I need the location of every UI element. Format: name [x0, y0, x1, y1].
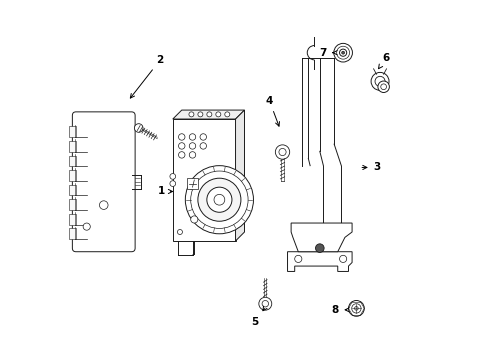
Circle shape	[200, 134, 206, 140]
Circle shape	[178, 143, 184, 149]
Circle shape	[374, 76, 384, 86]
Circle shape	[189, 134, 195, 140]
Polygon shape	[69, 185, 76, 195]
Circle shape	[206, 112, 211, 117]
Circle shape	[189, 152, 195, 158]
Bar	[187, 178, 198, 189]
Circle shape	[377, 81, 388, 93]
Text: 2: 2	[130, 55, 163, 98]
Polygon shape	[290, 223, 351, 252]
Circle shape	[262, 301, 268, 307]
Circle shape	[351, 304, 360, 313]
Circle shape	[294, 255, 301, 262]
Polygon shape	[69, 199, 76, 210]
Text: 5: 5	[251, 306, 266, 327]
Circle shape	[333, 43, 352, 62]
Circle shape	[185, 166, 253, 234]
Polygon shape	[287, 252, 351, 271]
Circle shape	[188, 112, 194, 117]
Circle shape	[380, 84, 386, 90]
Circle shape	[224, 112, 229, 117]
Polygon shape	[69, 141, 76, 152]
Circle shape	[214, 194, 224, 205]
Circle shape	[189, 143, 195, 149]
Circle shape	[354, 307, 357, 310]
Text: 3: 3	[361, 162, 380, 172]
Text: 6: 6	[378, 53, 389, 69]
FancyBboxPatch shape	[72, 112, 135, 252]
Circle shape	[275, 145, 289, 159]
Circle shape	[258, 297, 271, 310]
Text: 7: 7	[318, 48, 337, 58]
Circle shape	[278, 148, 285, 156]
Text: 8: 8	[330, 305, 348, 315]
Circle shape	[177, 229, 182, 234]
Text: 1: 1	[157, 186, 172, 197]
Circle shape	[336, 46, 349, 59]
Text: 4: 4	[265, 96, 279, 126]
Polygon shape	[172, 110, 244, 119]
Circle shape	[178, 134, 184, 140]
Polygon shape	[69, 156, 76, 166]
Circle shape	[198, 112, 203, 117]
Circle shape	[339, 255, 346, 262]
Circle shape	[190, 171, 247, 228]
Circle shape	[200, 143, 206, 149]
Circle shape	[215, 112, 221, 117]
Circle shape	[339, 49, 346, 56]
Circle shape	[83, 223, 90, 230]
Circle shape	[169, 174, 175, 179]
Circle shape	[169, 181, 175, 186]
Circle shape	[206, 187, 231, 212]
Polygon shape	[69, 126, 76, 137]
Circle shape	[178, 152, 184, 158]
Polygon shape	[69, 228, 76, 239]
Circle shape	[134, 124, 142, 132]
Circle shape	[190, 216, 198, 223]
Polygon shape	[235, 110, 244, 241]
Circle shape	[348, 301, 364, 316]
Circle shape	[341, 51, 344, 54]
Bar	[172, 119, 235, 241]
Circle shape	[198, 178, 241, 221]
Circle shape	[315, 244, 324, 252]
Circle shape	[99, 201, 108, 210]
Polygon shape	[69, 170, 76, 181]
Circle shape	[370, 72, 388, 90]
Polygon shape	[69, 214, 76, 225]
